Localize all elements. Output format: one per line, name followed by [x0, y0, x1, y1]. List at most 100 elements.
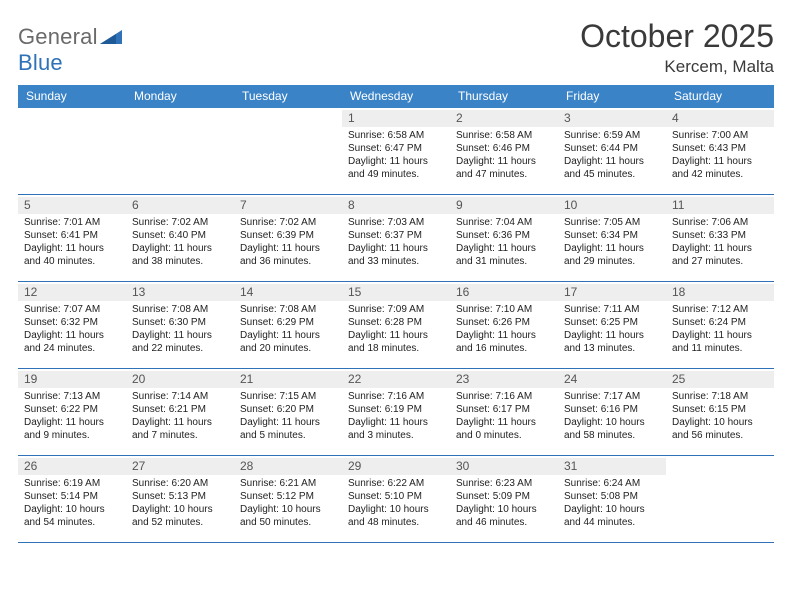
fact-line: Sunset: 6:20 PM: [240, 403, 338, 416]
weekday-label: Friday: [558, 85, 666, 108]
fact-line: Sunrise: 7:10 AM: [456, 303, 554, 316]
day-cell: [666, 456, 774, 542]
day-facts: Sunrise: 7:03 AMSunset: 6:37 PMDaylight:…: [348, 216, 446, 268]
fact-line: Sunset: 6:22 PM: [24, 403, 122, 416]
day-facts: Sunrise: 7:02 AMSunset: 6:40 PMDaylight:…: [132, 216, 230, 268]
day-cell: 21Sunrise: 7:15 AMSunset: 6:20 PMDayligh…: [234, 369, 342, 455]
fact-line: Sunrise: 7:11 AM: [564, 303, 662, 316]
day-number: 16: [450, 284, 558, 301]
day-number: 10: [558, 197, 666, 214]
fact-line: Sunrise: 6:23 AM: [456, 477, 554, 490]
fact-line: Daylight: 10 hours and 58 minutes.: [564, 416, 662, 442]
day-facts: Sunrise: 7:05 AMSunset: 6:34 PMDaylight:…: [564, 216, 662, 268]
weekday-label: Wednesday: [342, 85, 450, 108]
day-cell: 9Sunrise: 7:04 AMSunset: 6:36 PMDaylight…: [450, 195, 558, 281]
day-cell: 18Sunrise: 7:12 AMSunset: 6:24 PMDayligh…: [666, 282, 774, 368]
day-cell: 5Sunrise: 7:01 AMSunset: 6:41 PMDaylight…: [18, 195, 126, 281]
fact-line: Sunrise: 7:04 AM: [456, 216, 554, 229]
fact-line: Sunrise: 6:58 AM: [348, 129, 446, 142]
fact-line: Daylight: 10 hours and 48 minutes.: [348, 503, 446, 529]
fact-line: Sunset: 6:37 PM: [348, 229, 446, 242]
fact-line: Sunrise: 7:03 AM: [348, 216, 446, 229]
day-facts: Sunrise: 6:59 AMSunset: 6:44 PMDaylight:…: [564, 129, 662, 181]
fact-line: Sunrise: 7:05 AM: [564, 216, 662, 229]
fact-line: Sunset: 6:36 PM: [456, 229, 554, 242]
day-facts: Sunrise: 7:08 AMSunset: 6:29 PMDaylight:…: [240, 303, 338, 355]
day-cell: 3 Sunrise: 6:59 AMSunset: 6:44 PMDaylight…: [558, 108, 666, 194]
fact-line: Sunset: 5:12 PM: [240, 490, 338, 503]
day-number: 2: [450, 110, 558, 127]
day-number: 22: [342, 371, 450, 388]
day-number: 3: [558, 110, 666, 127]
fact-line: Sunset: 6:39 PM: [240, 229, 338, 242]
day-cell: 25Sunrise: 7:18 AMSunset: 6:15 PMDayligh…: [666, 369, 774, 455]
day-facts: Sunrise: 7:08 AMSunset: 6:30 PMDaylight:…: [132, 303, 230, 355]
day-number: 5: [18, 197, 126, 214]
fact-line: Daylight: 11 hours and 40 minutes.: [24, 242, 122, 268]
fact-line: Sunset: 6:29 PM: [240, 316, 338, 329]
day-cell: 19Sunrise: 7:13 AMSunset: 6:22 PMDayligh…: [18, 369, 126, 455]
fact-line: Sunrise: 7:07 AM: [24, 303, 122, 316]
day-facts: Sunrise: 7:02 AMSunset: 6:39 PMDaylight:…: [240, 216, 338, 268]
weeks-container: 1 Sunrise: 6:58 AMSunset: 6:47 PMDaylight…: [18, 108, 774, 543]
fact-line: Daylight: 11 hours and 16 minutes.: [456, 329, 554, 355]
fact-line: Sunrise: 6:58 AM: [456, 129, 554, 142]
day-cell: [126, 108, 234, 194]
fact-line: Sunset: 6:21 PM: [132, 403, 230, 416]
week-row: 12Sunrise: 7:07 AMSunset: 6:32 PMDayligh…: [18, 282, 774, 369]
day-number: 27: [126, 458, 234, 475]
day-number: 17: [558, 284, 666, 301]
day-number: 14: [234, 284, 342, 301]
day-number: 18: [666, 284, 774, 301]
location: Kercem, Malta: [580, 57, 774, 77]
fact-line: Sunrise: 7:13 AM: [24, 390, 122, 403]
fact-line: Sunset: 6:46 PM: [456, 142, 554, 155]
fact-line: Sunset: 6:25 PM: [564, 316, 662, 329]
day-cell: 12Sunrise: 7:07 AMSunset: 6:32 PMDayligh…: [18, 282, 126, 368]
fact-line: Daylight: 11 hours and 33 minutes.: [348, 242, 446, 268]
fact-line: Sunrise: 7:09 AM: [348, 303, 446, 316]
header: General Blue October 2025 Kercem, Malta: [18, 18, 774, 77]
day-cell: 7 Sunrise: 7:02 AMSunset: 6:39 PMDaylight…: [234, 195, 342, 281]
day-cell: 31Sunrise: 6:24 AMSunset: 5:08 PMDayligh…: [558, 456, 666, 542]
day-facts: Sunrise: 7:17 AMSunset: 6:16 PMDaylight:…: [564, 390, 662, 442]
day-number: 25: [666, 371, 774, 388]
day-cell: 27Sunrise: 6:20 AMSunset: 5:13 PMDayligh…: [126, 456, 234, 542]
day-number: 31: [558, 458, 666, 475]
day-cell: 2 Sunrise: 6:58 AMSunset: 6:46 PMDaylight…: [450, 108, 558, 194]
day-number: 7: [234, 197, 342, 214]
day-cell: 6Sunrise: 7:02 AMSunset: 6:40 PMDaylight…: [126, 195, 234, 281]
day-number: [234, 110, 342, 127]
week-row: 5Sunrise: 7:01 AMSunset: 6:41 PMDaylight…: [18, 195, 774, 282]
day-facts: Sunrise: 7:00 AMSunset: 6:43 PMDaylight:…: [672, 129, 770, 181]
fact-line: Sunrise: 6:19 AM: [24, 477, 122, 490]
fact-line: Sunset: 6:15 PM: [672, 403, 770, 416]
day-cell: 20Sunrise: 7:14 AMSunset: 6:21 PMDayligh…: [126, 369, 234, 455]
fact-line: Daylight: 11 hours and 22 minutes.: [132, 329, 230, 355]
day-number: 1: [342, 110, 450, 127]
day-facts: Sunrise: 7:15 AMSunset: 6:20 PMDaylight:…: [240, 390, 338, 442]
fact-line: Daylight: 10 hours and 54 minutes.: [24, 503, 122, 529]
weekday-label: Thursday: [450, 85, 558, 108]
day-facts: Sunrise: 6:58 AMSunset: 6:46 PMDaylight:…: [456, 129, 554, 181]
fact-line: Sunset: 5:09 PM: [456, 490, 554, 503]
fact-line: Daylight: 11 hours and 36 minutes.: [240, 242, 338, 268]
fact-line: Daylight: 11 hours and 9 minutes.: [24, 416, 122, 442]
fact-line: Sunrise: 6:22 AM: [348, 477, 446, 490]
day-facts: Sunrise: 7:11 AMSunset: 6:25 PMDaylight:…: [564, 303, 662, 355]
weekday-label: Saturday: [666, 85, 774, 108]
weekday-label: Tuesday: [234, 85, 342, 108]
day-facts: Sunrise: 6:21 AMSunset: 5:12 PMDaylight:…: [240, 477, 338, 529]
day-cell: 24Sunrise: 7:17 AMSunset: 6:16 PMDayligh…: [558, 369, 666, 455]
day-facts: Sunrise: 6:58 AMSunset: 6:47 PMDaylight:…: [348, 129, 446, 181]
fact-line: Daylight: 11 hours and 5 minutes.: [240, 416, 338, 442]
day-cell: 22Sunrise: 7:16 AMSunset: 6:19 PMDayligh…: [342, 369, 450, 455]
day-cell: 4Sunrise: 7:00 AMSunset: 6:43 PMDaylight…: [666, 108, 774, 194]
fact-line: Sunrise: 7:15 AM: [240, 390, 338, 403]
fact-line: Sunrise: 7:18 AM: [672, 390, 770, 403]
day-facts: Sunrise: 6:23 AMSunset: 5:09 PMDaylight:…: [456, 477, 554, 529]
fact-line: Sunrise: 6:21 AM: [240, 477, 338, 490]
day-cell: 8Sunrise: 7:03 AMSunset: 6:37 PMDaylight…: [342, 195, 450, 281]
day-cell: 23Sunrise: 7:16 AMSunset: 6:17 PMDayligh…: [450, 369, 558, 455]
fact-line: Sunset: 5:10 PM: [348, 490, 446, 503]
